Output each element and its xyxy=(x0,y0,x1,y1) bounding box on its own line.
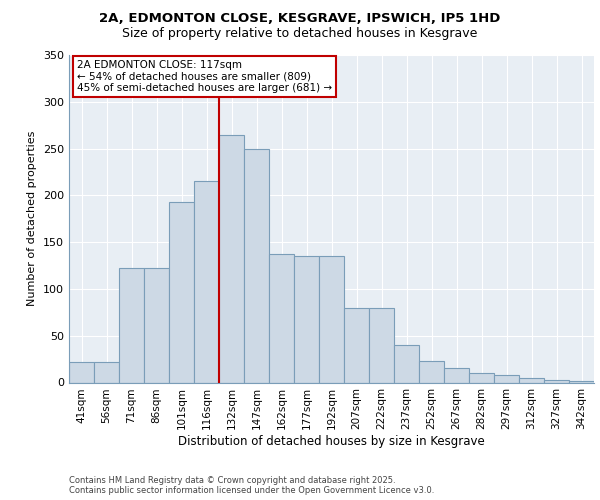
Bar xyxy=(244,148,269,382)
Bar xyxy=(169,202,194,382)
Bar xyxy=(494,375,519,382)
Bar xyxy=(294,256,319,382)
Text: 2A EDMONTON CLOSE: 117sqm
← 54% of detached houses are smaller (809)
45% of semi: 2A EDMONTON CLOSE: 117sqm ← 54% of detac… xyxy=(77,60,332,93)
Bar xyxy=(444,368,469,382)
Bar xyxy=(544,380,569,382)
Bar xyxy=(569,380,594,382)
X-axis label: Distribution of detached houses by size in Kesgrave: Distribution of detached houses by size … xyxy=(178,435,485,448)
Text: 2A, EDMONTON CLOSE, KESGRAVE, IPSWICH, IP5 1HD: 2A, EDMONTON CLOSE, KESGRAVE, IPSWICH, I… xyxy=(100,12,500,26)
Bar xyxy=(419,361,444,382)
Bar xyxy=(469,373,494,382)
Text: Contains HM Land Registry data © Crown copyright and database right 2025.
Contai: Contains HM Land Registry data © Crown c… xyxy=(69,476,434,495)
Bar xyxy=(319,256,344,382)
Bar xyxy=(119,268,144,382)
Bar xyxy=(219,134,244,382)
Text: Size of property relative to detached houses in Kesgrave: Size of property relative to detached ho… xyxy=(122,28,478,40)
Bar xyxy=(69,362,94,382)
Bar xyxy=(344,308,369,382)
Bar xyxy=(519,378,544,382)
Y-axis label: Number of detached properties: Number of detached properties xyxy=(28,131,37,306)
Bar xyxy=(94,362,119,382)
Bar xyxy=(369,308,394,382)
Bar xyxy=(394,345,419,383)
Bar xyxy=(194,182,219,382)
Bar xyxy=(269,254,294,382)
Bar xyxy=(144,268,169,382)
